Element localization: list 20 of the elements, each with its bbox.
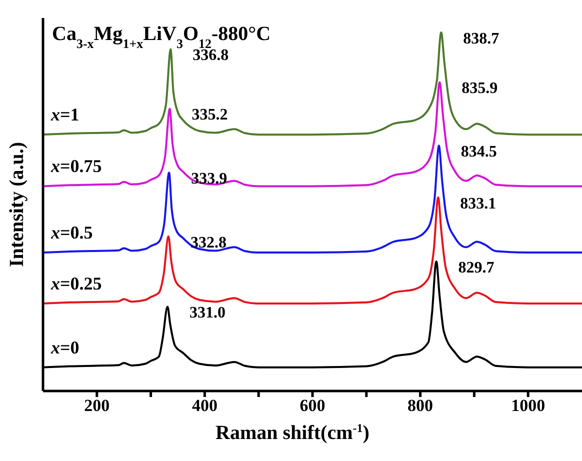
annotation: 835.9 (462, 80, 498, 98)
x-tick-label: 200 (84, 396, 110, 416)
annotation: 332.8 (190, 234, 226, 252)
annotation: 834.5 (460, 144, 497, 161)
x-tick-label: 600 (300, 396, 326, 416)
x-tick-label: 1000 (511, 396, 546, 416)
annotation: 829.7 (458, 260, 494, 277)
annotation: 833.1 (460, 195, 496, 212)
series-label: x=0 (50, 337, 80, 358)
series-label: x=0.25 (50, 273, 102, 294)
series-label: x=0.75 (50, 156, 102, 176)
y-axis-title: Intensity (a.u.) (6, 142, 28, 268)
x-tick-label: 800 (408, 396, 434, 416)
annotation: 331.0 (190, 304, 226, 322)
series-label: x=1 (50, 104, 80, 125)
series-label: x=0.5 (50, 222, 93, 243)
x-axis-title: Raman shift(cm$^{-1}$) (216, 421, 370, 444)
annotation: 335.2 (192, 106, 228, 124)
annotation: 838.7 (463, 30, 500, 48)
x-tick-label: 400 (192, 396, 218, 416)
